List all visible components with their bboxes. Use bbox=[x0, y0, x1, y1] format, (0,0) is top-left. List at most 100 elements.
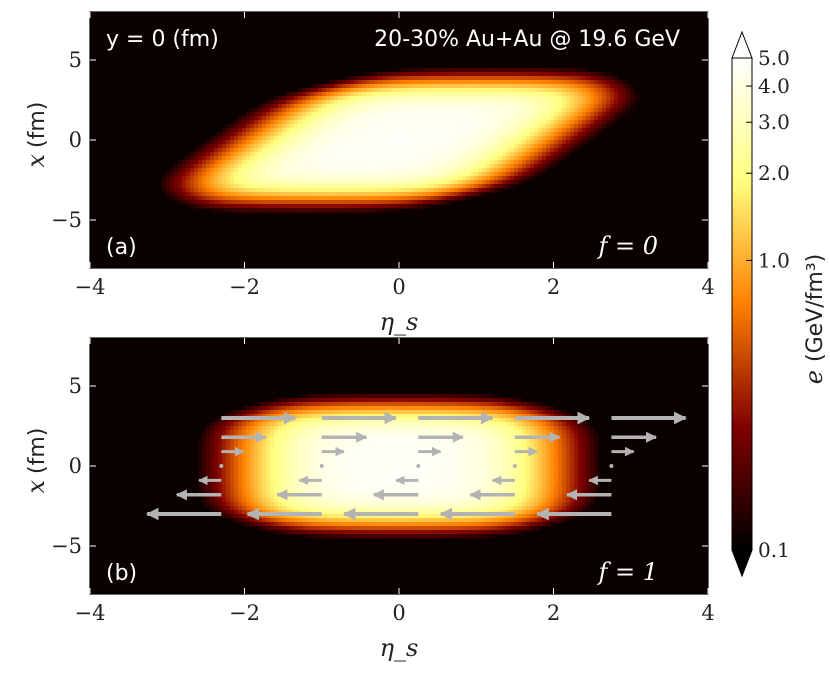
panel-a-cell bbox=[338, 148, 343, 153]
panel-a-cell bbox=[170, 184, 175, 189]
panel-b-cell bbox=[430, 398, 435, 403]
panel-a-cell bbox=[250, 180, 255, 185]
panel-a-cell bbox=[262, 188, 267, 193]
panel-a-cell bbox=[434, 84, 439, 89]
panel-a-cell bbox=[354, 188, 359, 193]
panel-b-cell bbox=[370, 474, 375, 479]
panel-a-cell bbox=[546, 152, 551, 157]
panel-a-cell bbox=[442, 184, 447, 189]
panel-a-cell bbox=[394, 168, 399, 173]
panel-a-cell bbox=[490, 92, 495, 97]
panel-a-cell bbox=[358, 116, 363, 121]
panel-a-cell bbox=[286, 112, 291, 117]
panel-a-cell bbox=[410, 184, 415, 189]
panel-a-cell bbox=[278, 120, 283, 125]
panel-a-cell bbox=[386, 132, 391, 137]
panel-b-cell bbox=[278, 418, 283, 423]
panel-a-cell bbox=[382, 196, 387, 201]
panel-b-cell bbox=[366, 442, 371, 447]
panel-b-cell bbox=[330, 406, 335, 411]
panel-a-cell bbox=[590, 108, 595, 113]
panel-b-cell bbox=[350, 454, 355, 459]
panel-b-cell bbox=[414, 418, 419, 423]
panel-b-cell bbox=[502, 466, 507, 471]
panel-b-cell bbox=[382, 406, 387, 411]
panel-b-cell bbox=[326, 398, 331, 403]
panel-a-cell bbox=[366, 168, 371, 173]
panel-a-cell bbox=[194, 168, 199, 173]
panel-a-cell bbox=[218, 176, 223, 181]
panel-a-cell bbox=[518, 176, 523, 181]
panel-a-cell bbox=[446, 104, 451, 109]
panel-a-cell bbox=[258, 184, 263, 189]
panel-a-cell bbox=[582, 104, 587, 109]
panel-b-cell bbox=[326, 462, 331, 467]
panel-a-cell bbox=[442, 72, 447, 77]
panel-b-cell bbox=[302, 402, 307, 407]
panel-b-cell bbox=[378, 458, 383, 463]
panel-b-cell bbox=[354, 426, 359, 431]
panel-a-cell bbox=[446, 176, 451, 181]
panel-a-cell bbox=[342, 124, 347, 129]
panel-a-cell bbox=[550, 124, 555, 129]
panel-b-cell bbox=[474, 454, 479, 459]
panel-b-cell bbox=[550, 462, 555, 467]
panel-a-cell bbox=[302, 196, 307, 201]
panel-a-cell bbox=[446, 116, 451, 121]
panel-a-cell bbox=[382, 80, 387, 85]
panel-a-cell bbox=[302, 96, 307, 101]
panel-b-cell bbox=[454, 454, 459, 459]
panel-b-cell bbox=[478, 402, 483, 407]
panel-a-cell bbox=[386, 112, 391, 117]
panel-a-cell bbox=[574, 68, 579, 73]
panel-a-cell bbox=[510, 108, 515, 113]
panel-a-cell bbox=[550, 84, 555, 89]
panel-a-cell bbox=[350, 100, 355, 105]
panel-a-cell bbox=[390, 80, 395, 85]
panel-a-cell bbox=[338, 168, 343, 173]
panel-b-cell bbox=[266, 474, 271, 479]
panel-a-cell bbox=[318, 144, 323, 149]
panel-b-cell bbox=[326, 474, 331, 479]
panel-a-cell bbox=[370, 152, 375, 157]
panel-b-cell bbox=[342, 430, 347, 435]
panel-b-cell bbox=[414, 422, 419, 427]
panel-a-cell bbox=[402, 68, 407, 73]
panel-a-cell bbox=[394, 136, 399, 141]
panel-a-cell bbox=[454, 120, 459, 125]
panel-a-cell bbox=[338, 100, 343, 105]
panel-a-cell bbox=[522, 68, 527, 73]
panel-b-cell bbox=[566, 458, 571, 463]
panel-a-cell bbox=[566, 96, 571, 101]
panel-a-cell bbox=[594, 92, 599, 97]
panel-a-cell bbox=[314, 120, 319, 125]
panel-b-cell bbox=[434, 442, 439, 447]
panel-a-cell bbox=[570, 80, 575, 85]
panel-a-cell bbox=[318, 184, 323, 189]
panel-b-cell bbox=[306, 398, 311, 403]
panel-a-cell bbox=[466, 112, 471, 117]
panel-a-cell bbox=[270, 128, 275, 133]
panel-a-cell bbox=[310, 124, 315, 129]
panel-b-cell bbox=[318, 430, 323, 435]
panel-a-cell bbox=[258, 188, 263, 193]
panel-a-cell bbox=[406, 140, 411, 145]
panel-b-cell bbox=[406, 438, 411, 443]
panel-b-cell bbox=[226, 458, 231, 463]
panel-a-cell bbox=[566, 100, 571, 105]
panel-b-cell bbox=[318, 394, 323, 399]
panel-a-cell bbox=[194, 176, 199, 181]
panel-a-cell bbox=[494, 160, 499, 165]
panel-a-cell bbox=[598, 72, 603, 77]
panel-b-cell bbox=[522, 458, 527, 463]
panel-b-heatmap bbox=[198, 394, 599, 539]
panel-a-cell bbox=[442, 144, 447, 149]
panel-a-cell bbox=[466, 100, 471, 105]
panel-b-cell bbox=[586, 466, 591, 471]
panel-a-cell bbox=[454, 80, 459, 85]
panel-a-cell bbox=[422, 164, 427, 169]
panel-a-cell bbox=[582, 132, 587, 137]
panel-a-cell bbox=[338, 88, 343, 93]
panel-a-cell bbox=[238, 192, 243, 197]
panel-b-cell bbox=[510, 426, 515, 431]
